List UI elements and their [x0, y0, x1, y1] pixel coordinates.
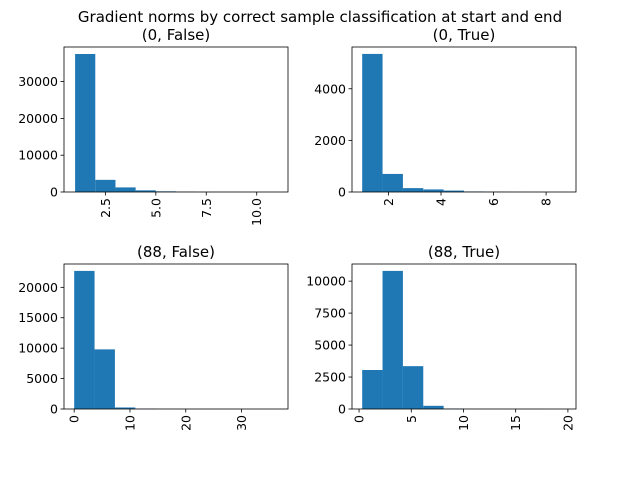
x-tick-label: 6 [486, 198, 501, 206]
figure-suptitle: Gradient norms by correct sample classif… [78, 8, 562, 26]
y-tick-label: 20000 [18, 111, 58, 126]
axes-frame [351, 46, 577, 193]
histogram-bar [135, 190, 156, 192]
y-tick-label: 5000 [26, 371, 58, 386]
y-tick-label: 2000 [314, 133, 346, 148]
histogram-bar [423, 189, 444, 192]
histogram-bar [382, 270, 403, 409]
y-tick-label: 0 [338, 185, 346, 200]
histogram-bar [95, 179, 116, 192]
histogram-bar [423, 405, 444, 409]
y-tick-label: 0 [50, 185, 58, 200]
x-tick-label: 0 [67, 415, 82, 423]
subplot-1: (0, True) 0 2000 4000 2 4 6 8 [314, 26, 577, 206]
y-tick-label: 0 [338, 402, 346, 417]
subplot-2: (88, False) 0 5000 10000 15000 20000 0 10 20 30 [18, 243, 289, 431]
x-tick-label: 5.0 [148, 198, 163, 218]
histogram-bar [362, 370, 383, 409]
x-tick-label: 10 [456, 415, 471, 431]
y-tick-label: 2500 [314, 370, 346, 385]
x-tick-label: 20 [560, 415, 575, 431]
histogram-bar [94, 349, 115, 409]
axes-frame [351, 263, 577, 410]
x-tick-label: 10.0 [249, 198, 264, 226]
y-tick-label: 0 [50, 402, 58, 417]
y-tick-label: 20000 [18, 280, 58, 295]
y-tick-label: 15000 [18, 310, 58, 325]
axes-frame [63, 46, 289, 193]
subplot-title: (88, False) [137, 243, 215, 261]
x-tick-label: 0 [352, 415, 367, 423]
x-tick-label: 5 [404, 415, 419, 423]
histogram-bar [74, 270, 95, 409]
histogram-bar [114, 407, 136, 409]
y-tick-label: 30000 [18, 74, 58, 89]
histogram-bar [402, 188, 424, 192]
y-tick-label: 5000 [314, 338, 346, 353]
histogram-bar [75, 53, 96, 192]
x-tick-label: 8 [539, 198, 554, 206]
y-tick-label: 4000 [314, 81, 346, 96]
axes-frame [63, 263, 289, 410]
y-tick-label: 7500 [314, 306, 346, 321]
histogram-bar [382, 173, 403, 192]
x-tick-label: 10 [122, 415, 137, 431]
x-tick-label: 4 [434, 198, 449, 206]
x-tick-label: 2 [381, 198, 396, 206]
histogram-bar [115, 187, 136, 192]
y-tick-label: 10000 [306, 274, 346, 289]
histogram-bar [402, 366, 424, 409]
histogram-bar [443, 190, 464, 192]
y-tick-label: 10000 [18, 341, 58, 356]
subplot-title: (88, True) [428, 243, 500, 261]
x-tick-label: 7.5 [199, 198, 214, 218]
x-tick-label: 30 [234, 415, 249, 431]
x-tick-label: 15 [508, 415, 523, 431]
histogram-bar [362, 53, 383, 192]
subplot-0: (0, False) 0 10000 20000 30000 2.5 5.0 7.5 10.0 [18, 26, 289, 226]
subplot-title: (0, False) [142, 26, 210, 44]
y-tick-label: 10000 [18, 148, 58, 163]
x-tick-label: 20 [178, 415, 193, 431]
x-tick-label: 2.5 [98, 198, 113, 218]
subplot-title: (0, True) [433, 26, 496, 44]
subplot-3: (88, True) 0 2500 5000 7500 10000 0 5 10 15 20 [306, 243, 577, 431]
